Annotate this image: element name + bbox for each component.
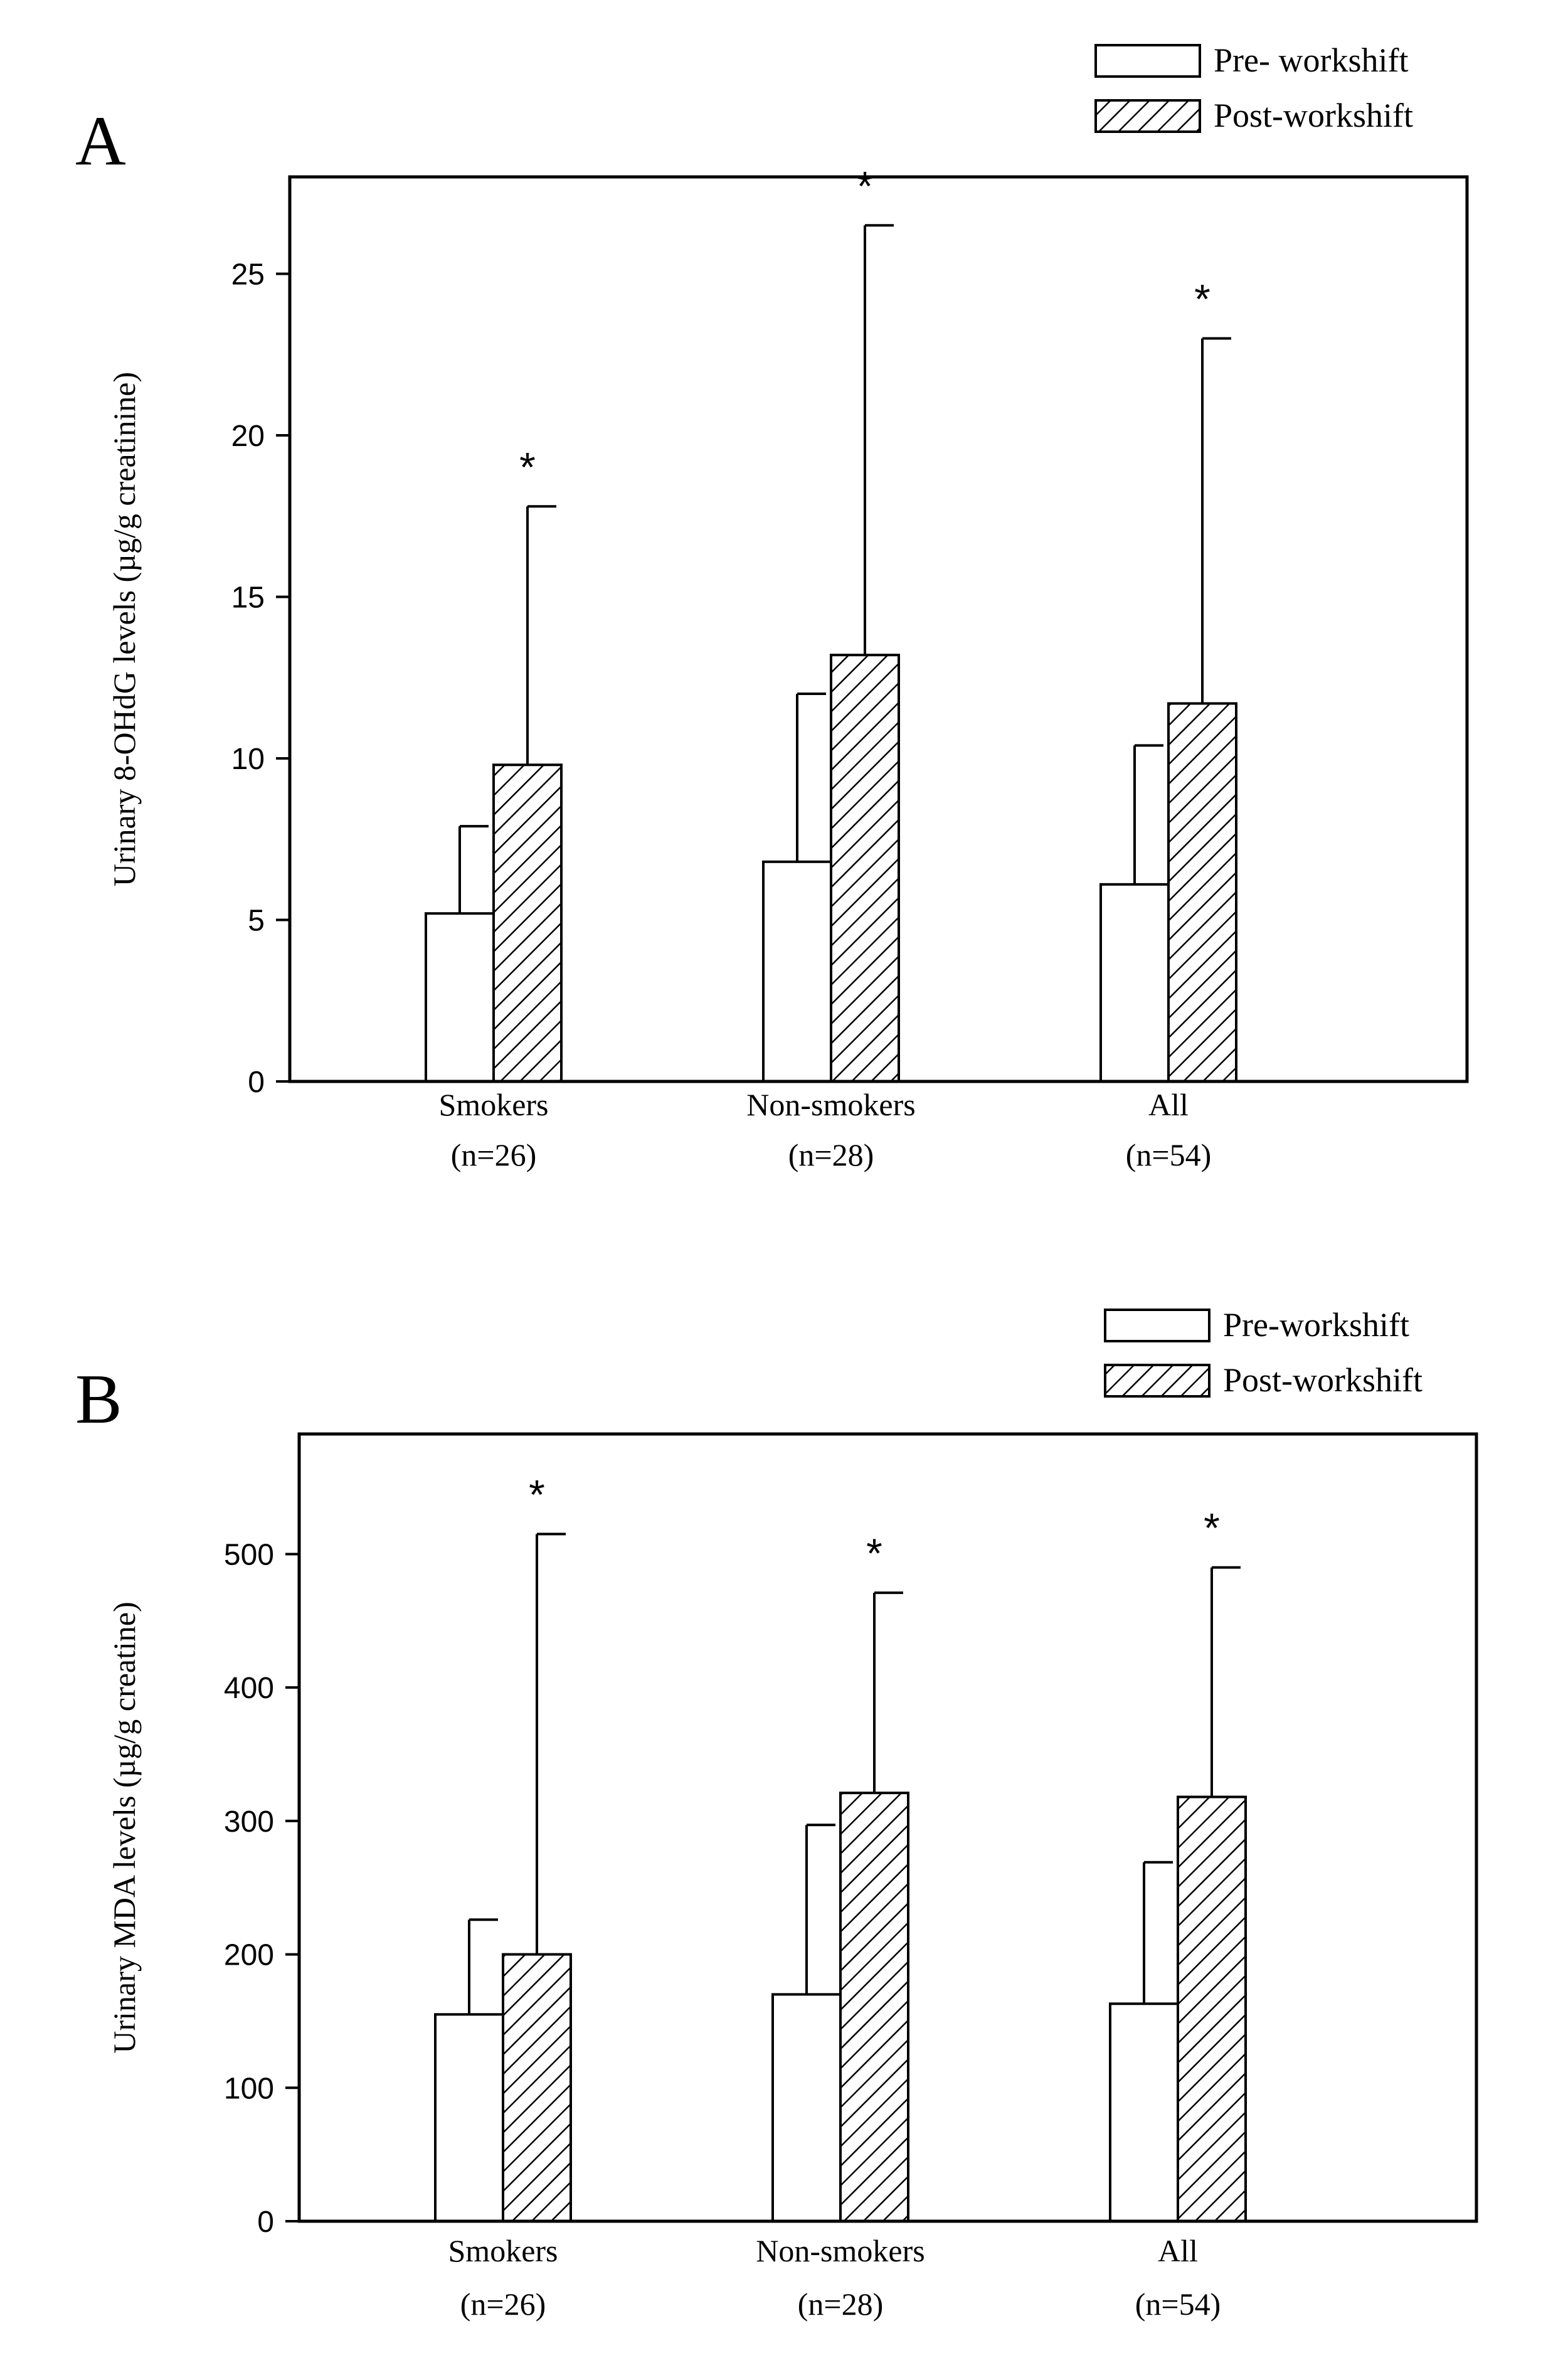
y-tick-label: 300 <box>224 1805 274 1839</box>
significance-marker: * <box>1194 276 1210 322</box>
significance-marker: * <box>857 162 873 209</box>
y-tick-label: 0 <box>257 2206 274 2239</box>
bar-pre-smokers <box>434 2013 504 2223</box>
panel-b: B Pre-workshift Post-workshift 0 100 200 300 40… <box>75 1306 1478 2322</box>
bar-pre-non-smokers <box>771 1993 842 2223</box>
y-tick-label: 25 <box>231 258 265 292</box>
significance-marker: * <box>519 443 536 490</box>
y-tick-label: 500 <box>224 1538 274 1571</box>
y-tick-label: 100 <box>224 2072 274 2105</box>
legend-label: Post-workshift <box>1223 1361 1422 1399</box>
y-tick-label: 0 <box>248 1066 265 1099</box>
legend-label: Post-workshift <box>1214 97 1413 134</box>
bar-pre-smokers <box>425 912 495 1083</box>
bar-post-smokers <box>492 763 563 1083</box>
plot-frame <box>288 175 1469 1083</box>
legend-swatch-pre <box>1094 44 1201 78</box>
bar-pre-non-smokers <box>762 860 832 1083</box>
x-category-label: All <box>1158 2233 1198 2268</box>
bar-pre-all <box>1099 883 1170 1083</box>
y-tick-label: 10 <box>231 743 265 776</box>
x-category-n: (n=26) <box>460 2286 546 2322</box>
x-category-label: Non-smokers <box>756 2233 924 2268</box>
y-tick-label: 400 <box>224 1672 274 1705</box>
x-category-n: (n=26) <box>451 1137 537 1172</box>
bar-post-non-smokers <box>839 1792 909 2222</box>
panel-label: A <box>75 102 126 180</box>
y-tick-label: 200 <box>224 1939 274 1972</box>
x-category-n: (n=28) <box>798 2286 884 2322</box>
legend-swatch-post <box>1104 1364 1210 1398</box>
bar-post-smokers <box>502 1953 572 2222</box>
x-category-label: Smokers <box>448 2233 558 2268</box>
plot-frame <box>297 1432 1478 2223</box>
x-category-label: Non-smokers <box>746 1087 915 1122</box>
x-category-n: (n=54) <box>1126 1137 1212 1172</box>
legend-label: Pre- workshift <box>1214 41 1408 79</box>
x-category-label: All <box>1148 1087 1189 1122</box>
y-tick-label: 20 <box>231 420 265 453</box>
panel-a: A Pre- workshift Post-workshift 0 5 10 15 20 25 U… <box>75 41 1469 1172</box>
y-tick-label: 15 <box>231 581 265 615</box>
significance-marker: * <box>866 1530 882 1576</box>
bar-pre-all <box>1109 2002 1179 2222</box>
significance-marker: * <box>529 1472 545 1518</box>
panel-label: B <box>75 1361 122 1438</box>
legend-swatch-post <box>1094 99 1201 133</box>
x-category-n: (n=28) <box>788 1137 874 1172</box>
legend-label: Pre-workshift <box>1223 1306 1409 1344</box>
bar-post-all <box>1167 702 1237 1083</box>
y-axis-title: Urinary MDA levels (µg/g creatine) <box>107 1601 142 2053</box>
x-category-n: (n=54) <box>1135 2286 1221 2322</box>
y-axis-title: Urinary 8-OHdG levels (µg/g creatinine) <box>107 372 142 886</box>
significance-marker: * <box>1204 1505 1220 1551</box>
legend-swatch-pre <box>1104 1309 1210 1342</box>
x-category-label: Smokers <box>439 1087 549 1122</box>
y-tick-label: 5 <box>248 905 265 938</box>
bar-post-non-smokers <box>830 654 900 1083</box>
bar-post-all <box>1177 1795 1247 2222</box>
